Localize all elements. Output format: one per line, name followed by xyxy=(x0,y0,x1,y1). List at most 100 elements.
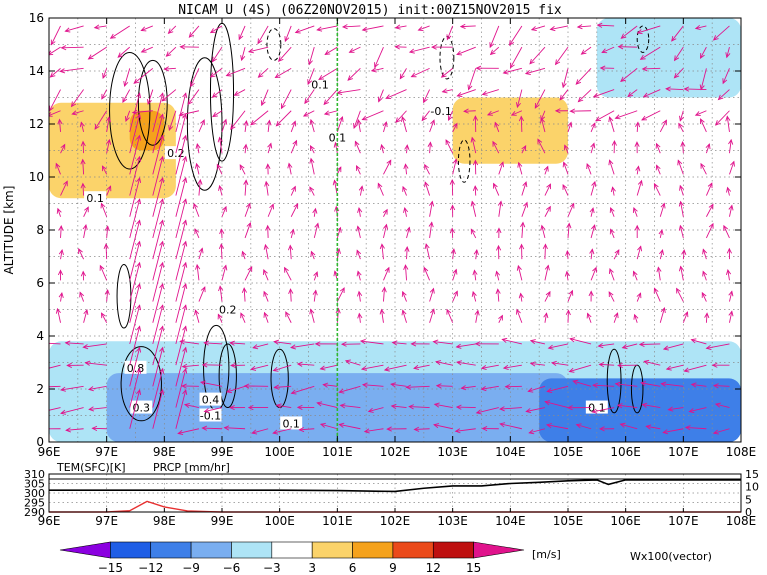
wind-vector-head xyxy=(241,287,248,294)
wind-vector xyxy=(362,110,384,121)
wind-vector xyxy=(242,251,246,260)
wind-vector-head xyxy=(546,205,551,212)
wind-vector-head xyxy=(565,250,571,256)
wind-vector-head xyxy=(576,24,583,30)
contour-label-bg xyxy=(280,416,303,430)
wind-vector xyxy=(517,265,523,281)
wind-vector xyxy=(516,89,523,108)
wind-vector-head xyxy=(288,288,294,294)
wind-vector xyxy=(406,385,430,388)
wind-vector-head xyxy=(355,164,361,171)
wind-vector-head xyxy=(609,228,615,235)
wind-vector-head xyxy=(501,337,508,343)
wind-vector-head xyxy=(100,202,106,209)
wind-vector xyxy=(129,199,141,239)
wind-vector-head xyxy=(619,422,626,428)
wind-vector xyxy=(705,313,708,323)
wind-vector-head xyxy=(678,122,684,129)
wind-vector-head xyxy=(641,66,648,72)
wind-vector-head xyxy=(88,406,95,412)
wind-vector xyxy=(264,312,269,323)
wind-vector-head xyxy=(523,201,528,208)
wind-vector-head xyxy=(569,337,576,343)
wind-vector xyxy=(395,25,407,29)
wind-vector-head xyxy=(136,261,142,268)
wind-vector xyxy=(643,89,661,98)
wind-vector-head xyxy=(289,228,295,235)
x-tick-label: 107E xyxy=(668,445,699,459)
wind-vector xyxy=(634,314,638,323)
wind-vector xyxy=(267,120,270,133)
wind-vector-head xyxy=(323,99,329,106)
wind-vector-head xyxy=(370,67,377,73)
contour-label-bg xyxy=(309,77,332,91)
wind-vector xyxy=(83,207,89,217)
wind-vector-head xyxy=(87,54,94,60)
wind-vector-head xyxy=(481,426,488,432)
wind-vector-head xyxy=(353,123,358,130)
colorbar-level-label: 12 xyxy=(426,561,441,575)
wind-vector xyxy=(381,144,384,154)
sub-x-tick-label: 107E xyxy=(668,514,699,528)
wind-vector xyxy=(276,110,292,127)
wind-vector-head xyxy=(335,307,341,314)
wind-vector xyxy=(492,141,500,154)
wind-vector-head xyxy=(267,142,273,149)
wind-vector-head xyxy=(182,282,188,289)
wind-vector xyxy=(641,382,661,387)
wind-vector xyxy=(129,389,141,429)
wind-vector-head xyxy=(435,360,442,366)
wind-vector xyxy=(592,407,615,413)
wind-vector xyxy=(220,244,223,260)
wind-vector-head xyxy=(163,66,170,72)
wind-vector-head xyxy=(183,402,190,408)
wind-vector-head xyxy=(636,292,642,299)
wind-vector xyxy=(622,343,638,349)
wind-vector xyxy=(219,185,223,196)
wind-vector xyxy=(320,364,338,370)
wind-vector xyxy=(356,250,361,260)
wind-vector-head xyxy=(589,248,595,255)
wind-vector xyxy=(310,145,315,154)
wind-vector-head xyxy=(82,344,89,350)
wind-vector xyxy=(240,313,246,323)
wind-vector-head xyxy=(140,26,147,32)
wind-vector xyxy=(726,116,730,133)
colorbar-level-label: 9 xyxy=(389,561,397,575)
wind-vector-head xyxy=(635,121,641,128)
wind-vector xyxy=(613,312,619,323)
wind-vector-head xyxy=(80,270,86,277)
wind-vector-head xyxy=(101,93,107,100)
wind-vector-head xyxy=(529,339,536,345)
wind-vector xyxy=(204,407,223,412)
wind-vector xyxy=(401,116,407,133)
wind-vector-head xyxy=(159,113,165,120)
wind-vector-head xyxy=(642,92,649,98)
wind-vector xyxy=(406,227,410,239)
wind-vector xyxy=(581,46,592,55)
wind-vector-head xyxy=(641,402,648,408)
wind-vector-head xyxy=(310,250,316,257)
wind-vector-head xyxy=(358,185,364,192)
wind-vector-head xyxy=(492,140,498,147)
wind-vector-head xyxy=(285,311,291,318)
wind-vector-head xyxy=(203,340,210,346)
wind-vector xyxy=(627,89,638,97)
wind-vector-head xyxy=(356,270,362,277)
wind-vector xyxy=(147,89,154,105)
colorbar-unit: [m/s] xyxy=(532,548,561,561)
wind-vector xyxy=(308,47,315,65)
wind-vector-head xyxy=(660,306,666,313)
wind-vector xyxy=(129,368,141,408)
wind-vector-head xyxy=(589,207,595,214)
wind-vector-head xyxy=(614,114,621,120)
wind-vector-head xyxy=(590,142,596,149)
wind-vector-head xyxy=(84,206,89,213)
wind-vector-head xyxy=(136,113,142,120)
wind-vector xyxy=(49,385,61,388)
wind-vector-head xyxy=(683,311,689,318)
wind-vector xyxy=(702,249,707,260)
wind-vector-head xyxy=(66,362,72,368)
wind-vector xyxy=(656,165,661,175)
wind-vector xyxy=(175,114,187,154)
